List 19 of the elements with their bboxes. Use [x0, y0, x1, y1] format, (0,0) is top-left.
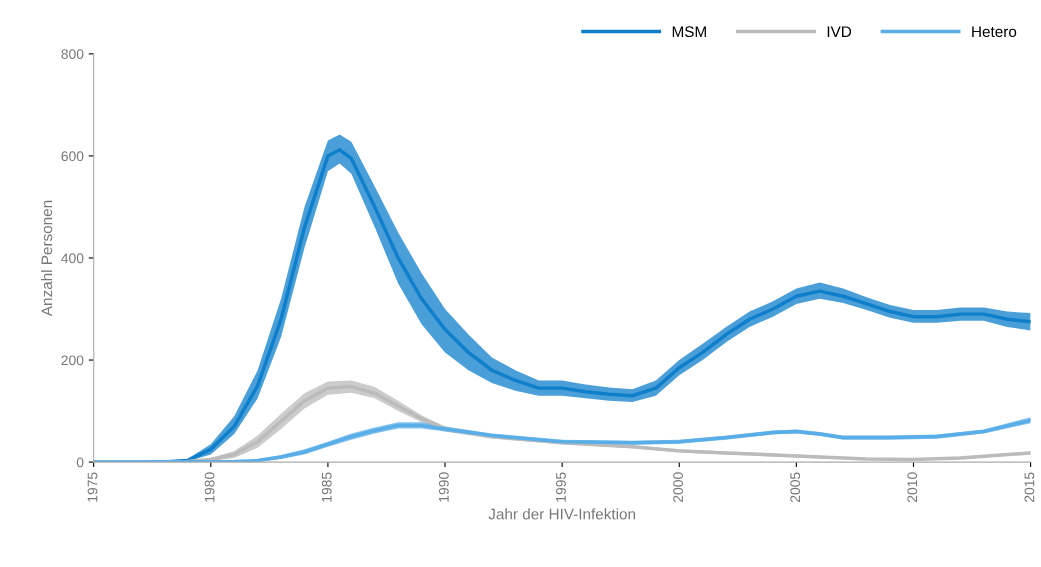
y-tick-label: 0	[76, 457, 84, 468]
y-tick-label: 200	[61, 355, 84, 366]
legend-label: MSM	[672, 26, 706, 38]
x-tick-label: 1975	[87, 472, 98, 502]
x-tick-label: 1990	[438, 472, 449, 502]
y-tick-label: 800	[61, 49, 84, 60]
legend-label: Hetero	[972, 26, 1017, 38]
x-tick-label: 2005	[790, 472, 801, 503]
x-tick-label: 2010	[907, 472, 918, 503]
x-tick-label: 2015	[1024, 472, 1035, 503]
legend-label: IVD	[827, 26, 852, 37]
x-tick-label: 1985	[321, 472, 332, 502]
x-axis-title: Jahr der HIV-Infektion	[488, 508, 636, 520]
x-tick-label: 1995	[556, 472, 566, 502]
x-tick-label: 2000	[673, 472, 683, 503]
x-tick-label: 1980	[204, 472, 215, 502]
y-tick-label: 600	[61, 151, 84, 162]
y-axis-title: Anzahl Personen	[41, 200, 53, 317]
y-tick-label: 400	[61, 253, 84, 264]
